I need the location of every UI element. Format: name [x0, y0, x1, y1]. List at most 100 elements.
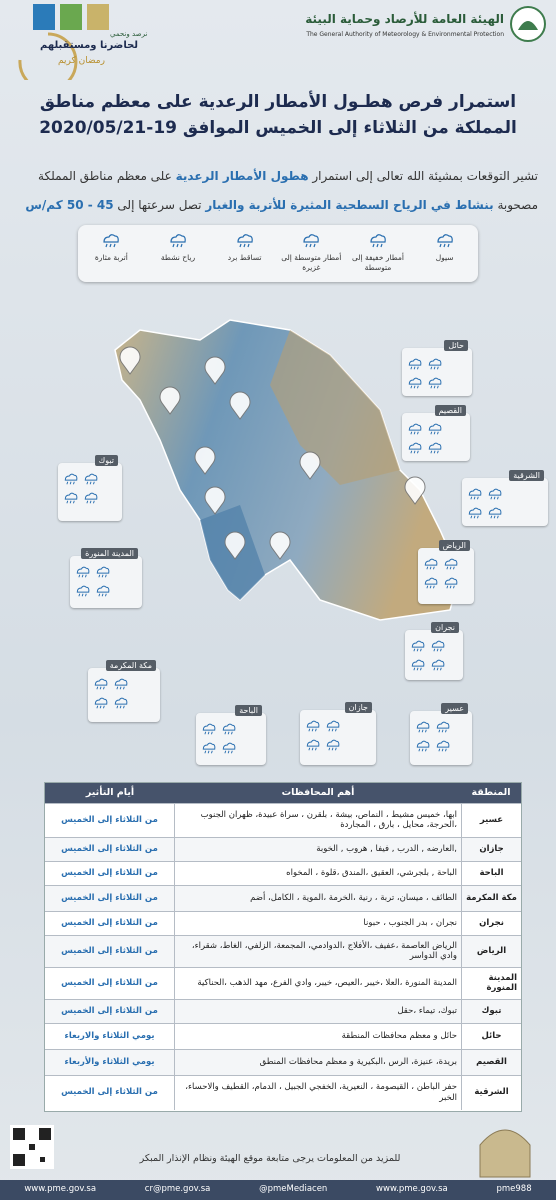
impact-days: من الثلاثاء إلى الخميس: [45, 999, 175, 1023]
table-row: [45, 935, 521, 968]
weather-icon: [408, 442, 422, 454]
weather-icon: [416, 721, 430, 733]
table-row: [45, 861, 521, 886]
region-label: عسير: [441, 703, 468, 714]
table-row: [45, 1049, 521, 1076]
weather-icon: [408, 423, 422, 435]
table-row: [45, 911, 521, 936]
weather-icon: [94, 697, 108, 709]
legend-label: رياح نشطة: [160, 253, 196, 262]
weather-icon: [202, 723, 216, 735]
region-label: نجران: [431, 622, 459, 633]
weather-icon: [408, 358, 422, 370]
table-row: [45, 1023, 521, 1050]
weather-icon: [326, 720, 340, 732]
impact-days: من الثلاثاء إلى الخميس: [45, 935, 175, 967]
impact-days: من الثلاثاء إلى الخميس: [45, 911, 175, 935]
slogan: نرصد ونحمي: [110, 30, 148, 38]
governorates: الرياض العاصمة ،عفيف ،الأفلاج ،الدوادمي،…: [191, 940, 457, 961]
weather-icon: [437, 234, 453, 248]
region-card: المدينة المنورة: [70, 548, 142, 608]
region-card: جازان: [300, 702, 376, 765]
header-graphics: [18, 4, 546, 80]
weather-icon: [428, 442, 442, 454]
weather-icon: [96, 566, 110, 578]
table-row: [45, 803, 521, 838]
map-pin: [194, 446, 216, 475]
region-label: الباحة: [235, 705, 262, 716]
footer-link[interactable]: www.pme.gov.sa: [24, 1184, 97, 1194]
footer-graphics: [0, 1125, 556, 1200]
governorates: ابها، خميس مشيط ، النماص، بيشة ، بلقرن ،…: [200, 809, 457, 830]
org-name-en: The General Authority of Meteorology & E…: [306, 31, 504, 38]
ramadan: رمضان كريم: [58, 56, 105, 66]
map-pin: [404, 476, 426, 505]
impact-days: يومي الثلاثاء والأربعاء: [45, 1049, 175, 1075]
table-row: [45, 1075, 521, 1111]
map-pin: [224, 531, 246, 560]
region-name: نجران: [461, 911, 521, 935]
impact-days: يومي الثلاثاء والاربعاء: [45, 1023, 175, 1049]
map-pin: [229, 391, 251, 420]
weather-icon: [411, 659, 425, 671]
weather-icon: [76, 566, 90, 578]
governorates: بريدة، عنيزة، الرس ،البكيرية و معظم محاف…: [259, 1056, 457, 1067]
weather-icon: [424, 558, 438, 570]
footer-link[interactable]: www.pme.gov.sa: [376, 1184, 448, 1194]
region-name: المدينة المنورة: [461, 967, 521, 999]
table-row: [45, 885, 521, 912]
intro-text: تشير التوقعات بمشيئة الله تعالى إلى استم…: [308, 169, 538, 183]
region-name: الباحة: [461, 861, 521, 885]
table: المنطقة أهم المحافظات أيام التأثير عسير ابها…: [44, 782, 522, 1112]
region-name: عسير: [461, 803, 521, 837]
weather-icon: [431, 659, 445, 671]
table-row: [45, 837, 521, 862]
region-label: جازان: [344, 702, 372, 713]
weather-icon: [96, 585, 110, 597]
region-card: الباحة: [196, 705, 266, 765]
weather-icon: [488, 488, 502, 500]
weather-icon: [222, 742, 236, 754]
org-name: الهيئة العامة للأرصاد وحماية البيئة: [305, 12, 504, 26]
weather-icon: [114, 678, 128, 690]
governorates: المدينة المنورة ،العلا ،خيبر ،العيص، خيب…: [197, 977, 457, 988]
table-header-row: [45, 783, 521, 803]
region-label: تبوك: [94, 455, 118, 466]
region-name: مكة المكرمة: [461, 885, 521, 911]
weather-icon: [436, 721, 450, 733]
intro-text: تصل سرعتها إلى: [113, 198, 206, 212]
impact-days: من الثلاثاء إلى الخميس: [45, 1075, 175, 1110]
weather-icon: [170, 234, 186, 248]
footer-link[interactable]: pme988: [496, 1184, 532, 1194]
region-card: عسير: [410, 703, 472, 765]
map-pin: [269, 531, 291, 560]
weather-icon: [222, 723, 236, 735]
footer-link[interactable]: @pmeMediacen: [259, 1184, 328, 1194]
region-label: المدينة المنورة: [81, 548, 138, 559]
slogan2: لحاضرنا ومستقبلهم: [40, 40, 139, 51]
weather-icon: [202, 742, 216, 754]
intro-highlight: بنشاط في الرياح السطحية المثيرة للأتربة …: [205, 198, 494, 212]
region-name: الرياض: [461, 935, 521, 967]
map-pin: [204, 356, 226, 385]
governorates: نجران ، بدر الجنوب ، حبونا: [363, 917, 457, 928]
map-pin: [299, 451, 321, 480]
governorates: حفر الباطن ، القيصومة ، النعيرية، الخفجي…: [185, 1082, 457, 1103]
impact-days: من الثلاثاء إلى الخميس: [45, 837, 175, 861]
table-header: أيام التأثير: [85, 787, 135, 799]
region-name: تبوك: [461, 999, 521, 1023]
intro-highlight: 45 - 50 كم/س: [25, 198, 114, 212]
weather-icon: [306, 739, 320, 751]
legend: سيول أمطار خفيفة إلى متوسطة أمطار متوسطة إ…: [78, 225, 478, 282]
weather-icon: [468, 507, 482, 519]
impact-days: من الثلاثاء إلى الخميس: [45, 967, 175, 999]
region-card: حائل: [402, 340, 472, 396]
intro: تشير التوقعات بمشيئة الله تعالى إلى استم…: [14, 162, 538, 220]
weather-icon: [444, 577, 458, 589]
legend-label: تساقط برد: [227, 253, 262, 262]
region-label: الشرقية: [509, 470, 544, 481]
region-card: الرياض: [418, 540, 474, 604]
footer-link[interactable]: cr@pme.gov.sa: [144, 1184, 211, 1194]
weather-icon: [431, 640, 445, 652]
